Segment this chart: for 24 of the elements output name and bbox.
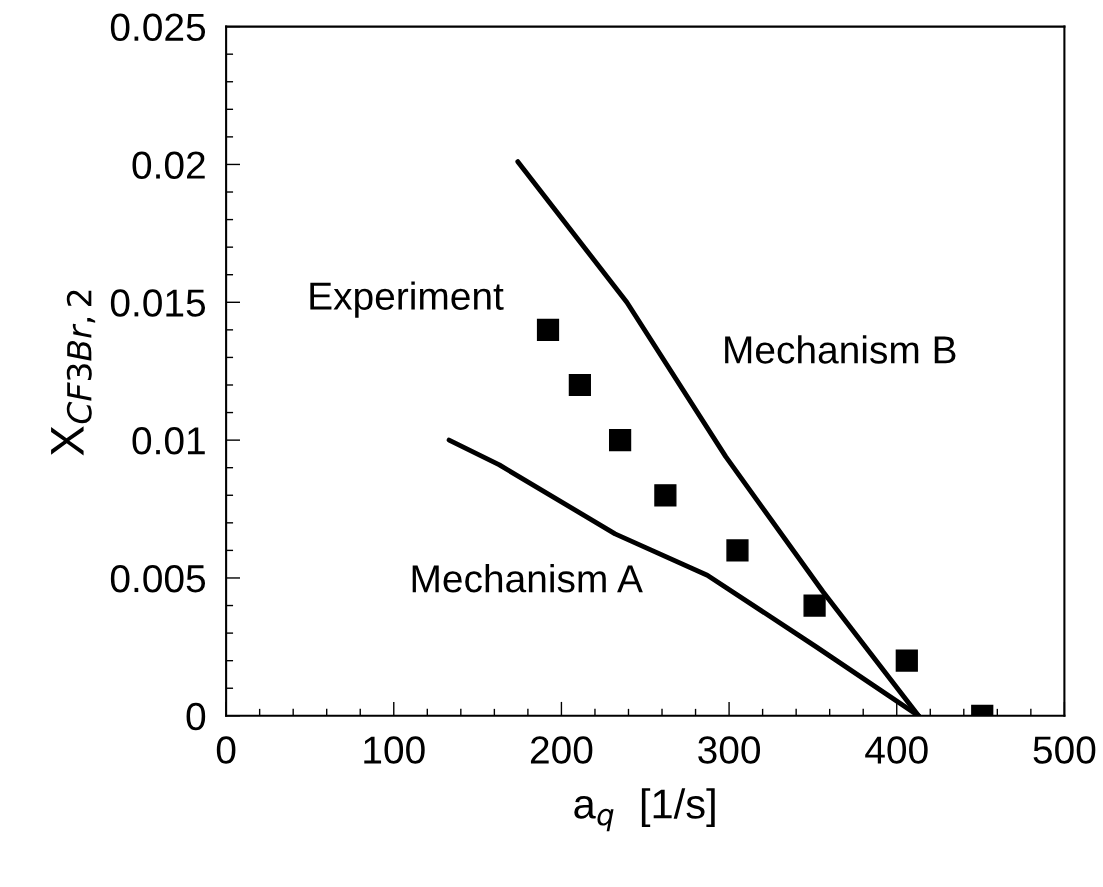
point (895, 649, 918, 672)
y-axis-title: X$_{CF3Br,2}$ (51, 290, 96, 456)
annotation: Experiment (310, 281, 504, 318)
y-tick-label: 0.025 (110, 13, 206, 42)
point (568, 373, 591, 397)
x-tick-label: 400 (865, 736, 928, 764)
y-tick-label: 0 (186, 702, 206, 731)
y-tick-label: 0.02 (132, 151, 205, 179)
point (536, 318, 560, 341)
annotation: Mechanism A (412, 563, 643, 593)
y-tick-label: 0.01 (132, 427, 205, 455)
x-tick-label: 500 (1033, 736, 1096, 764)
x-tick-label: 200 (530, 736, 593, 764)
x-tick-label: 100 (364, 736, 425, 764)
x-axis-title: a$_{q}$ [1/s] (574, 788, 715, 832)
y-tick-label: 0.015 (110, 289, 206, 317)
x-tick-label: 0 (216, 736, 236, 764)
y-tick-label: 0.005 (110, 564, 206, 593)
point (608, 429, 632, 452)
point (803, 594, 826, 617)
point (726, 539, 749, 562)
annotation: Mechanism B (725, 335, 956, 364)
x-tick-label: 300 (698, 736, 761, 764)
point (654, 484, 677, 507)
